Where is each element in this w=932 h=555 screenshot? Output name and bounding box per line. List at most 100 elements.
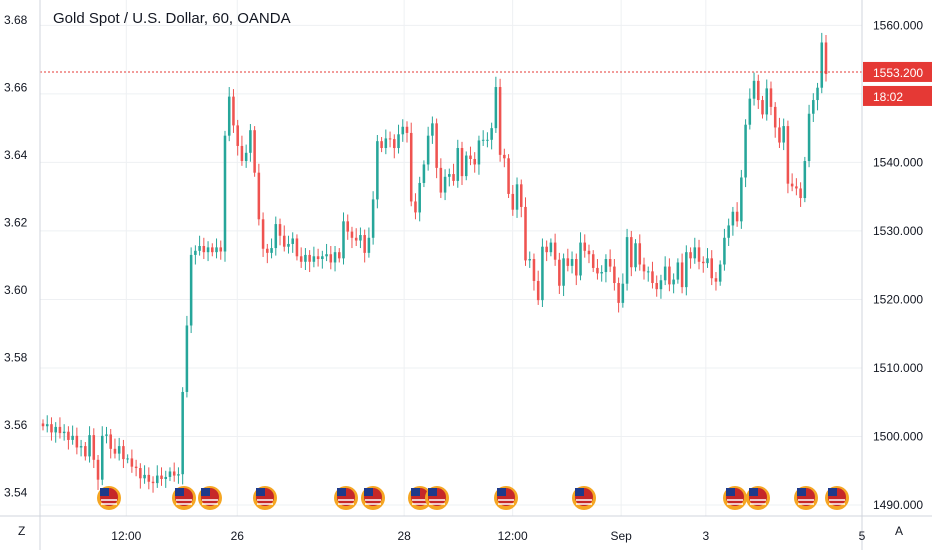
x-axis-tick-label: Sep	[610, 529, 632, 543]
candle-body	[88, 435, 91, 457]
candle	[663, 256, 667, 286]
candle-body	[333, 252, 337, 263]
candle-body	[325, 254, 328, 257]
candle	[130, 449, 134, 473]
candle	[282, 225, 286, 252]
candle	[164, 470, 168, 488]
candle	[202, 237, 206, 260]
candle	[41, 419, 45, 431]
candle	[227, 87, 231, 142]
candle	[795, 178, 798, 196]
candle	[812, 93, 815, 122]
candle	[350, 226, 354, 249]
candle-body	[92, 435, 96, 460]
candle	[299, 247, 303, 268]
candle	[384, 129, 388, 155]
candle	[371, 191, 375, 245]
candle-body	[185, 325, 189, 392]
candle	[325, 243, 328, 262]
candle-body	[642, 264, 646, 272]
candle-body	[215, 247, 218, 253]
candle	[503, 148, 506, 168]
left-axis-tick-label: 3.62	[4, 216, 28, 230]
candle	[206, 241, 210, 262]
candle	[54, 422, 57, 443]
candle	[185, 315, 189, 398]
right-axis-tick-label: 1520.000	[873, 292, 923, 306]
candle	[566, 248, 570, 272]
economic-event-icon	[425, 486, 449, 510]
countdown-label: 18:02	[873, 90, 903, 104]
candle-body	[143, 474, 146, 479]
candle	[693, 237, 697, 264]
candle	[426, 126, 430, 171]
candle-body	[621, 283, 625, 303]
candle-body	[723, 237, 726, 265]
scale-z-button[interactable]: Z	[18, 524, 26, 538]
candle	[646, 266, 650, 282]
candle-body	[75, 435, 79, 448]
candle-body	[706, 258, 709, 264]
candle-body	[172, 471, 176, 476]
candle-body	[62, 431, 66, 434]
candle	[338, 248, 341, 263]
candle-body	[731, 211, 735, 226]
candle	[380, 137, 383, 153]
candle-body	[41, 423, 45, 427]
candle	[45, 415, 49, 433]
candle	[723, 228, 726, 271]
candle-body	[397, 134, 400, 149]
candle	[731, 206, 735, 236]
candle-body	[84, 446, 87, 457]
candle	[676, 258, 680, 284]
candle-body	[295, 238, 299, 257]
candle	[790, 173, 794, 192]
candle-body	[367, 237, 371, 253]
candle	[507, 154, 510, 199]
candle-body	[448, 174, 451, 177]
candle	[680, 253, 684, 294]
candle-body	[566, 258, 570, 266]
candle	[744, 119, 747, 188]
x-axis-tick-label: 3	[702, 529, 709, 543]
candle	[515, 177, 519, 218]
candle	[799, 182, 802, 207]
events-layer	[97, 486, 849, 510]
candle	[223, 130, 227, 262]
candle-body	[249, 130, 252, 153]
candle-body	[443, 176, 447, 193]
candle	[304, 248, 307, 270]
candle-body	[287, 243, 290, 247]
candle	[177, 467, 180, 484]
candle-body	[786, 126, 790, 184]
candle-body	[761, 100, 764, 115]
candle-body	[638, 243, 642, 265]
x-axis-tick-label: 26	[231, 529, 245, 543]
candle	[752, 72, 756, 106]
candle	[583, 234, 587, 258]
economic-event-icon	[572, 486, 596, 510]
flag-canton-icon	[497, 488, 506, 496]
candle-body	[795, 186, 798, 189]
flag-canton-icon	[201, 488, 210, 496]
auto-scale-button[interactable]: A	[895, 524, 904, 538]
flag-canton-icon	[256, 488, 265, 496]
candle-body	[596, 267, 599, 274]
candle-body	[812, 100, 815, 114]
candle-body	[481, 139, 485, 141]
candle	[570, 251, 574, 274]
candle-body	[67, 431, 70, 440]
candle	[253, 126, 256, 177]
candle-body	[824, 42, 828, 75]
candle-body	[308, 254, 311, 262]
candle-body	[54, 426, 57, 433]
candle-body	[304, 254, 307, 262]
candle-body	[261, 219, 265, 249]
candle-body	[346, 221, 350, 232]
candle	[96, 455, 100, 490]
candle-body	[600, 272, 603, 274]
economic-event-icon	[408, 486, 432, 510]
candle-body	[718, 264, 722, 282]
candle	[498, 78, 502, 162]
candle	[452, 163, 455, 186]
